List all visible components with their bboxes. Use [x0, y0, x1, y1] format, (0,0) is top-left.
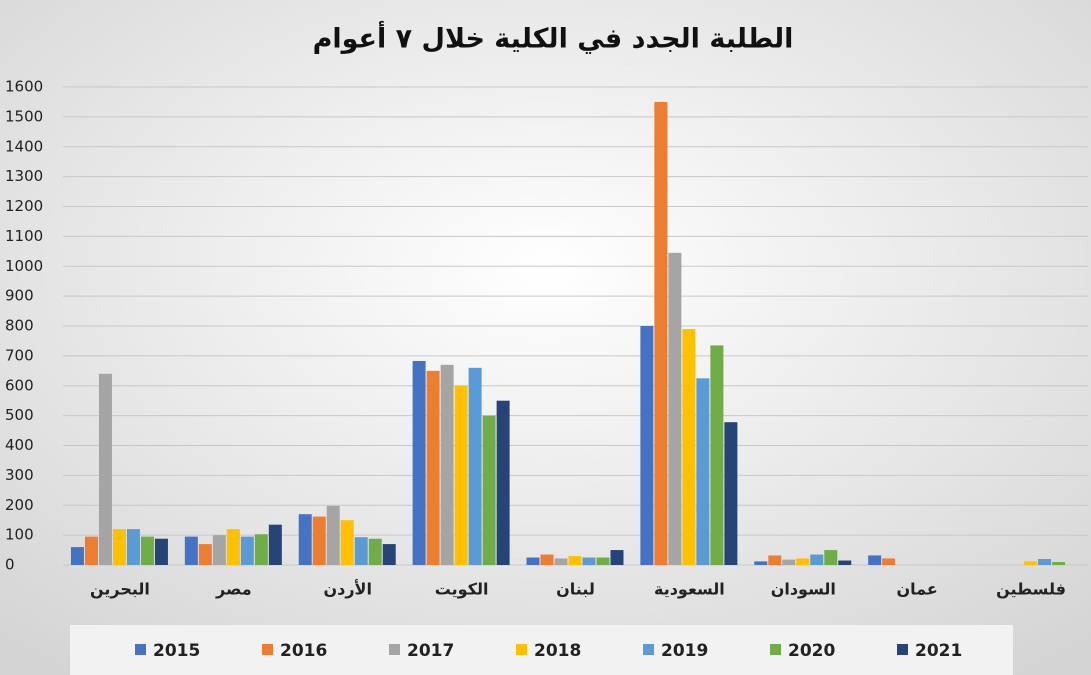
- bar: [640, 326, 654, 565]
- y-tick-label: 300: [5, 466, 34, 484]
- legend-swatch: [389, 644, 400, 655]
- y-tick-label: 700: [5, 346, 34, 364]
- bar: [84, 536, 98, 565]
- bar: [482, 415, 496, 565]
- bar: [468, 367, 482, 565]
- bar: [70, 547, 84, 565]
- bar: [240, 536, 254, 565]
- bar: [682, 328, 696, 565]
- bar: [540, 554, 554, 565]
- legend-label: 2016: [280, 641, 327, 661]
- bar: [98, 373, 112, 565]
- legend-swatch: [897, 644, 908, 655]
- x-tick-label: البحرين: [90, 580, 150, 599]
- bar: [426, 370, 440, 565]
- bar: [724, 422, 738, 565]
- bar: [298, 514, 312, 565]
- y-tick-label: 900: [5, 287, 34, 305]
- legend-label: 2018: [534, 641, 581, 661]
- bar: [140, 536, 154, 565]
- x-tick-label: الكويت: [435, 580, 489, 599]
- bar: [112, 529, 126, 565]
- bar: [782, 559, 796, 565]
- bar: [824, 550, 838, 565]
- bar: [754, 561, 768, 565]
- bar: [810, 554, 824, 565]
- x-tick-label: مصر: [215, 580, 252, 599]
- legend-swatch: [643, 644, 654, 655]
- y-tick-label: 1100: [5, 227, 43, 245]
- bar: [610, 550, 624, 565]
- bar: [126, 529, 140, 565]
- bar: [654, 101, 668, 565]
- legend-label: 2020: [788, 641, 835, 661]
- bar: [440, 364, 454, 565]
- x-tick-label: السودان: [771, 580, 836, 599]
- legend-swatch: [262, 644, 273, 655]
- y-tick-label: 100: [5, 526, 34, 544]
- bar: [696, 378, 710, 565]
- bar: [668, 252, 682, 565]
- x-tick-label: الأردن: [323, 580, 371, 599]
- legend-swatch: [770, 644, 781, 655]
- bar: [368, 538, 382, 565]
- y-tick-label: 1200: [5, 197, 43, 215]
- legend-label: 2019: [661, 641, 708, 661]
- bar: [226, 529, 240, 565]
- bar: [212, 535, 226, 565]
- legend-label: 2015: [153, 641, 200, 661]
- bar: [582, 557, 596, 565]
- bar: [1024, 561, 1038, 565]
- legend-box: [70, 625, 1013, 675]
- bar: [154, 538, 168, 565]
- y-tick-label: 0: [5, 556, 15, 574]
- bar: [554, 558, 568, 565]
- y-tick-label: 800: [5, 317, 34, 335]
- bar: [268, 524, 282, 565]
- bar: [496, 400, 510, 565]
- x-tick-label: السعودية: [654, 580, 725, 599]
- bar: [796, 558, 810, 565]
- y-tick-label: 1600: [5, 78, 43, 96]
- y-tick-label: 1500: [5, 107, 43, 125]
- legend-label: 2017: [407, 641, 454, 661]
- bar: [312, 516, 326, 565]
- bar: [340, 520, 354, 565]
- y-tick-label: 400: [5, 436, 34, 454]
- bar: [1052, 562, 1066, 565]
- bar: [596, 557, 610, 565]
- bar: [454, 385, 468, 565]
- y-tick-label: 200: [5, 496, 34, 514]
- bar: [710, 345, 724, 565]
- bar: [526, 557, 540, 565]
- bar: [198, 544, 212, 565]
- bar: [382, 544, 396, 565]
- bar: [254, 534, 268, 565]
- bar: [838, 560, 852, 565]
- bar: [326, 505, 340, 565]
- bar: [412, 360, 426, 565]
- x-tick-label: لبنان: [556, 580, 595, 599]
- bar: [768, 555, 782, 565]
- legend-label: 2021: [915, 641, 962, 661]
- x-tick-label: فلسطين: [996, 580, 1066, 599]
- y-tick-label: 1000: [5, 257, 43, 275]
- bar: [354, 537, 368, 565]
- y-tick-label: 1300: [5, 167, 43, 185]
- bar: [868, 555, 882, 565]
- bar: [882, 558, 896, 565]
- y-tick-label: 600: [5, 376, 34, 394]
- x-tick-label: عمان: [897, 580, 938, 599]
- bar: [568, 556, 582, 565]
- y-tick-label: 1400: [5, 137, 43, 155]
- chart-title: الطلبة الجدد في الكلية خلال ٧ أعوام: [313, 21, 794, 55]
- legend-swatch: [135, 644, 146, 655]
- legend-swatch: [516, 644, 527, 655]
- bar: [1038, 559, 1052, 565]
- bar: [184, 536, 198, 565]
- y-tick-label: 500: [5, 406, 34, 424]
